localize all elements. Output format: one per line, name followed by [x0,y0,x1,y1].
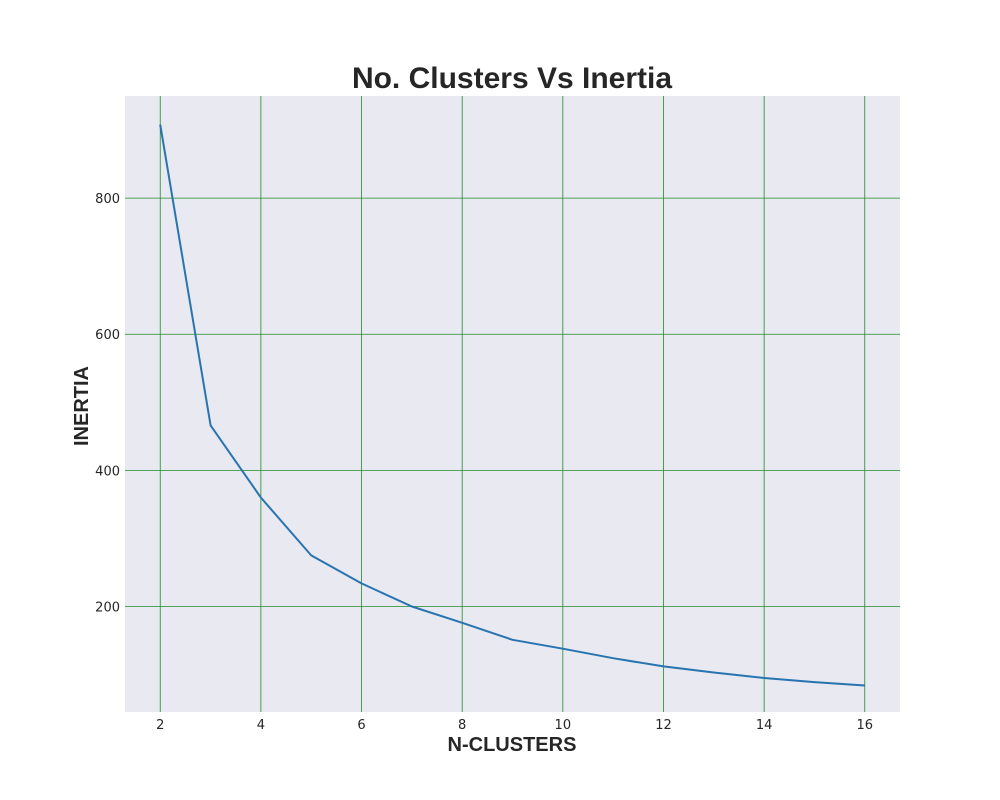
x-axis-label: N-CLUSTERS [448,734,577,756]
y-tick-label: 800 [95,192,120,207]
grid [125,96,900,712]
plot-area [125,96,900,712]
y-tick-label: 200 [95,600,120,615]
x-tick-label: 14 [756,718,773,733]
x-tick-label: 8 [458,718,466,733]
y-axis-label: INERTIA [71,366,93,446]
x-axis-ticks: 2 4 6 8 10 12 14 16 [156,718,873,733]
x-tick-label: 10 [555,718,572,733]
x-tick-label: 12 [655,718,672,733]
x-tick-label: 6 [357,718,365,733]
y-axis-ticks: 200 400 600 800 [95,192,120,615]
y-tick-label: 400 [95,464,120,479]
chart-title: No. Clusters Vs Inertia [352,62,672,95]
series-line [159,124,865,687]
x-tick-label: 2 [156,718,164,733]
x-tick-label: 4 [257,718,265,733]
y-tick-label: 600 [95,328,120,343]
x-tick-label: 16 [856,718,873,733]
series-layer [159,124,865,687]
